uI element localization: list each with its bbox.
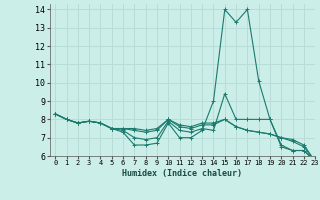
X-axis label: Humidex (Indice chaleur): Humidex (Indice chaleur): [122, 169, 243, 178]
